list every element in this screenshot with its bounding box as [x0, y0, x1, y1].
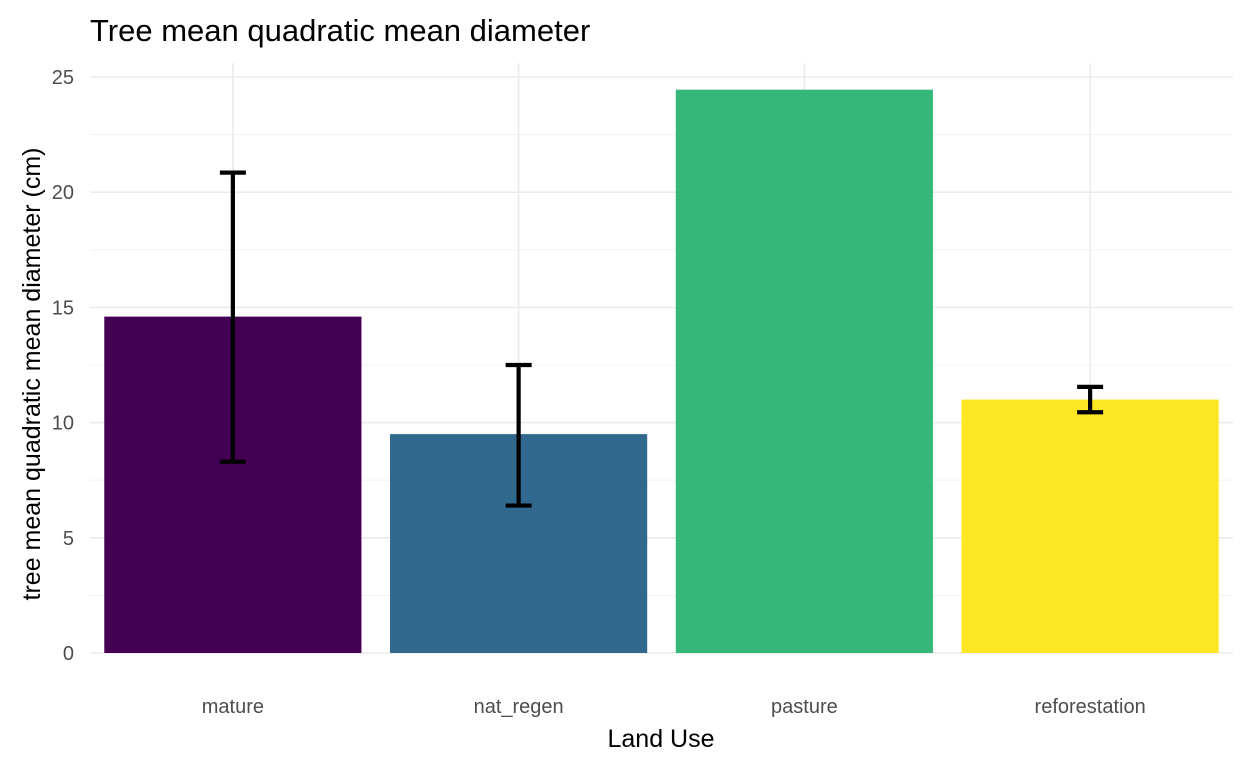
y-tick-label: 5: [63, 528, 74, 550]
x-tick-label: nat_regen: [474, 696, 564, 718]
x-axis-title: Land Use: [607, 725, 714, 753]
y-tick-label: 25: [52, 67, 74, 89]
error-bar-mature: [219, 170, 246, 464]
y-axis-ticks: 0 5 10 15 20 25: [52, 67, 74, 665]
error-bar-reforestation: [1077, 384, 1104, 415]
y-tick-label: 10: [52, 413, 74, 435]
x-tick-label: reforestation: [1035, 696, 1146, 718]
y-tick-label: 15: [52, 297, 74, 319]
x-tick-label: mature: [202, 696, 264, 718]
y-axis-title: tree mean quadratic mean diameter (cm): [18, 148, 46, 601]
chart-title: Tree mean quadratic mean diameter: [90, 13, 590, 48]
bar-reforestation: [961, 399, 1219, 653]
error-bars: [219, 170, 1104, 508]
x-tick-label: pasture: [771, 696, 838, 718]
y-tick-label: 20: [52, 182, 74, 204]
bar-pasture: [675, 89, 933, 653]
error-bar-nat_regen: [505, 362, 532, 508]
x-axis-ticks: mature nat_regen pasture reforestation: [202, 696, 1146, 718]
y-tick-label: 0: [63, 643, 74, 665]
bars: [104, 89, 1219, 653]
